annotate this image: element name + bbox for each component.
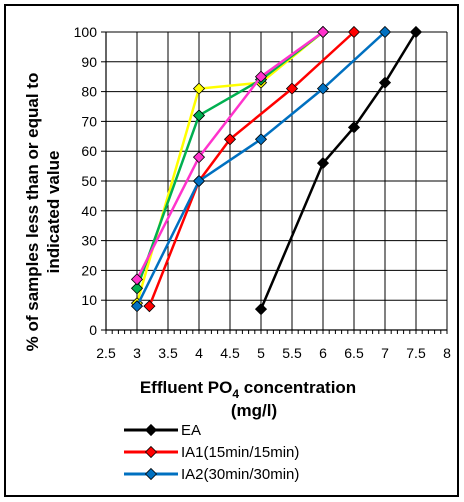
x-axis-title-suffix: concentration [239,378,356,397]
data-point-marker [254,303,268,316]
data-point-marker [192,109,206,122]
x-tick-label: 7 [381,345,389,361]
y-tick-label: 60 [81,143,97,159]
x-axis-title-subscript: 4 [232,387,239,401]
x-tick-label: 3 [133,345,141,361]
y-tick-label: 70 [81,113,97,129]
data-point-marker [254,70,268,83]
legend-swatch-marker [144,445,158,459]
y-tick-label: 100 [74,24,98,40]
data-point-marker [347,121,361,134]
x-tick-label: 4 [195,345,203,361]
legend-entry: IA2(30min/30min) [124,466,299,483]
series-2 [130,25,330,286]
x-tick-label: 5 [257,345,265,361]
y-tick-label: 80 [81,84,97,100]
data-point-marker [409,25,423,39]
series-5 [130,25,392,313]
legend-label: IA2(30min/30min) [181,466,299,483]
x-tick-label: 6 [319,345,327,361]
x-tick-label: 5.5 [282,345,302,361]
series-3 [254,25,423,316]
x-tick-label: 2.5 [96,345,116,361]
x-tick-label: 3.5 [158,345,178,361]
x-tick-label: 6.5 [344,345,364,361]
axes [101,31,448,334]
legend-entry: EA [124,422,201,439]
y-tick-label: 20 [81,262,97,278]
y-tick-label: 30 [81,233,97,249]
legend: EA IA1(15min/15min) IA2(30min/30min) [124,422,299,483]
x-axis-title-prefix: Effluent PO [140,378,233,397]
data-point-marker [378,25,392,39]
data-point-marker [130,273,144,286]
x-tick-label: 4.5 [220,345,240,361]
series-4 [143,25,361,313]
y-tick-label: 40 [81,203,97,219]
data-point-marker [130,282,144,295]
y-tick-label: 0 [89,322,97,338]
y-axis-title-line1: % of samples less than or equal to [23,73,42,352]
data-point-marker [347,25,361,39]
data-point-marker [316,82,330,95]
series-layer [130,25,423,316]
data-point-marker [285,82,299,95]
legend-label: EA [181,422,201,439]
y-axis-title: % of samples less than or equal to indic… [23,73,63,352]
x-tick-label: 7.5 [406,345,426,361]
x-axis-title-line2: (mg/l) [231,401,277,420]
data-point-marker [192,151,206,164]
y-tick-label: 10 [81,292,97,308]
data-point-marker [254,133,268,146]
x-tick-label: 8 [443,345,451,361]
tick-labels: 2.5 3 3.5 4 4.5 5 5.5 6 6.5 7 7.5 80102030405060708… [74,24,451,361]
data-point-marker [316,25,330,39]
data-point-marker [192,82,206,95]
y-tick-label: 50 [81,173,97,189]
data-point-marker [223,133,237,146]
data-point-marker [192,174,206,188]
series-line [135,30,324,280]
data-point-marker [378,76,392,89]
data-point-marker [143,300,156,313]
y-axis-title-line2: indicated value [44,151,63,274]
svg-text:Effluent PO4 concentration: Effluent PO4 concentration [140,378,356,401]
legend-swatch-marker [144,467,158,481]
data-point-marker [316,157,330,170]
x-axis-title: Effluent PO4 concentration (mg/l) [140,378,356,420]
data-point-marker [130,300,144,313]
y-tick-label: 90 [81,54,97,70]
legend-swatch-marker [144,423,158,437]
legend-entry: IA1(15min/15min) [124,444,299,461]
legend-label: IA1(15min/15min) [181,444,299,461]
